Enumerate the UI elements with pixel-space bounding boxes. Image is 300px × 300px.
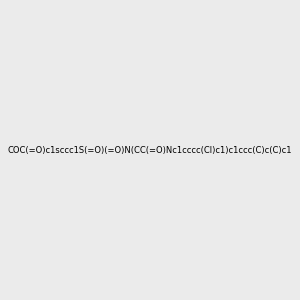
Text: COC(=O)c1sccc1S(=O)(=O)N(CC(=O)Nc1cccc(Cl)c1)c1ccc(C)c(C)c1: COC(=O)c1sccc1S(=O)(=O)N(CC(=O)Nc1cccc(C…: [8, 146, 292, 154]
